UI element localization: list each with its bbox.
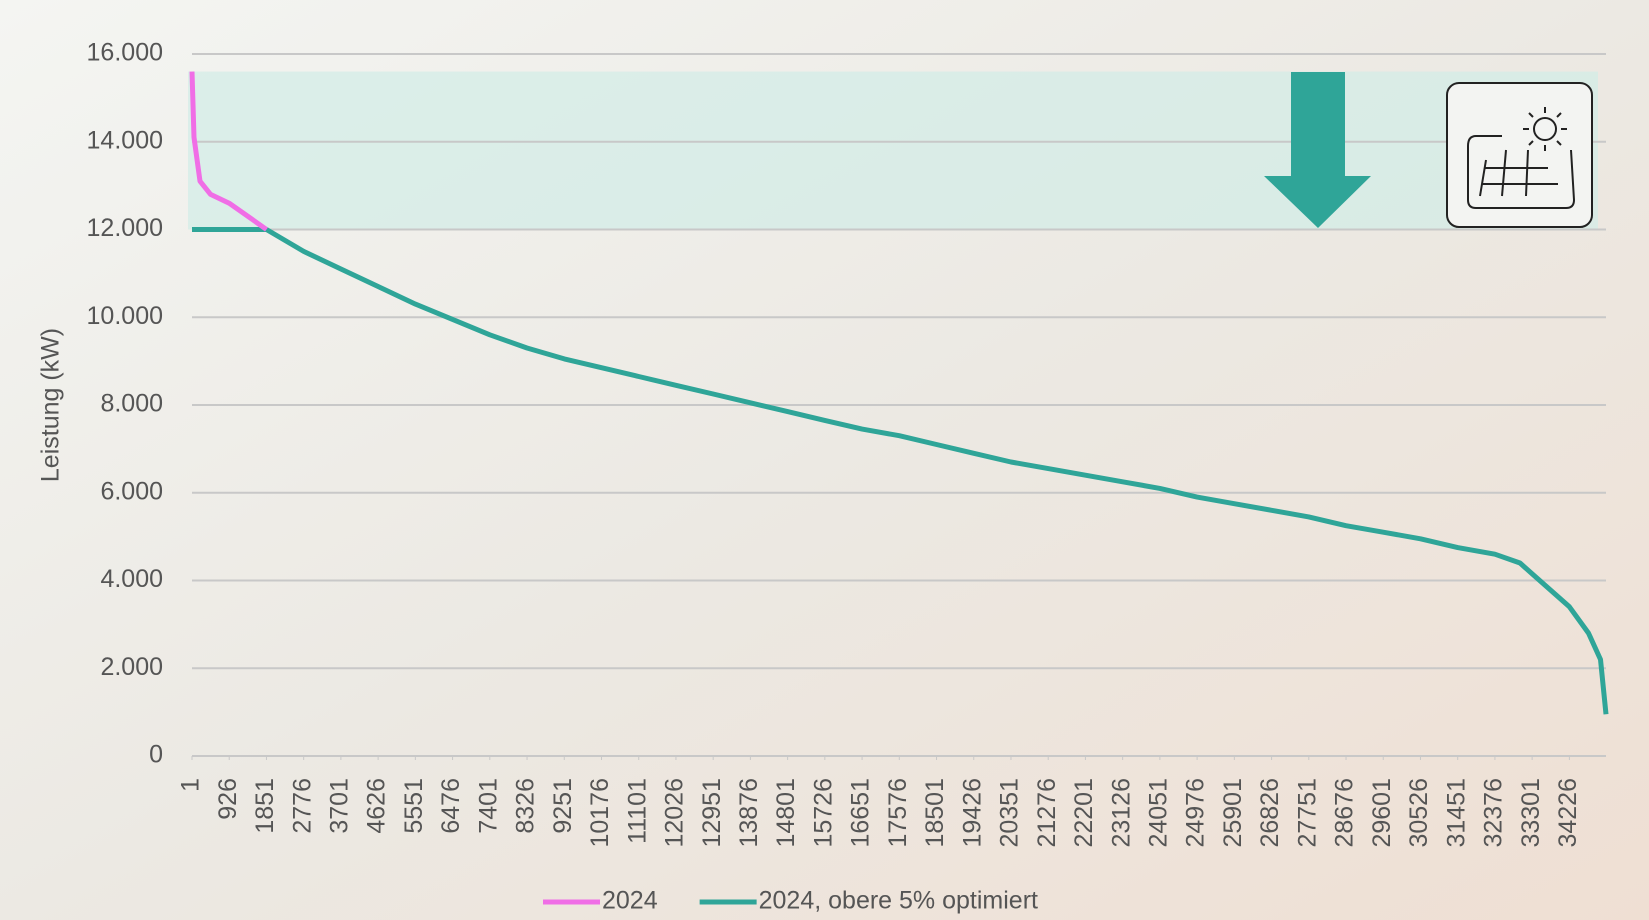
x-tick-label: 3701 xyxy=(326,778,354,834)
x-tick-label: 12026 xyxy=(661,778,689,848)
x-tick-label: 1 xyxy=(177,778,205,792)
x-tick-label: 29601 xyxy=(1368,778,1396,848)
x-tick-label: 28676 xyxy=(1331,778,1359,848)
x-tick-label: 22201 xyxy=(1070,778,1098,848)
y-tick-label: 2.000 xyxy=(100,653,163,681)
x-tick-label: 1851 xyxy=(251,778,279,834)
x-tick-label: 20351 xyxy=(996,778,1024,848)
y-tick-label: 6.000 xyxy=(100,477,163,505)
y-tick-label: 8.000 xyxy=(100,390,163,418)
x-tick-label: 27751 xyxy=(1293,778,1321,848)
x-tick-label: 14801 xyxy=(772,778,800,848)
y-axis-title: Leistung (kW) xyxy=(37,328,65,482)
x-tick-label: 8326 xyxy=(512,778,540,834)
solar-icon xyxy=(1447,83,1592,227)
legend-label: 2024 xyxy=(602,887,658,915)
x-tick-label: 6476 xyxy=(437,778,465,834)
x-tick-label: 25901 xyxy=(1219,778,1247,848)
legend-label: 2024, obere 5% optimiert xyxy=(759,887,1038,915)
x-tick-label: 13876 xyxy=(735,778,763,848)
x-tick-label: 10176 xyxy=(586,778,614,848)
x-tick-label: 15726 xyxy=(809,778,837,848)
x-tick-label: 7401 xyxy=(474,778,502,834)
x-tick-label: 21276 xyxy=(1033,778,1061,848)
x-tick-label: 23126 xyxy=(1107,778,1135,848)
x-tick-label: 32376 xyxy=(1480,778,1508,848)
x-tick-label: 9251 xyxy=(549,778,577,834)
x-tick-label: 30526 xyxy=(1405,778,1433,848)
x-tick-label: 33301 xyxy=(1517,778,1545,848)
x-tick-label: 17576 xyxy=(884,778,912,848)
x-tick-label: 18501 xyxy=(921,778,949,848)
x-tick-label: 31451 xyxy=(1442,778,1470,848)
x-tick-label: 16651 xyxy=(847,778,875,848)
highlight-band xyxy=(188,72,1598,230)
page: 0 2.000 4.000 6.000 8.000 10.000 12.000 14.000 1… xyxy=(0,0,1649,920)
x-tick-label: 2776 xyxy=(288,778,316,834)
y-tick-label: 4.000 xyxy=(100,565,163,593)
chart: 0 2.000 4.000 6.000 8.000 10.000 12.000 14.000 1… xyxy=(0,0,1649,920)
y-tick-label: 14.000 xyxy=(87,126,163,154)
x-tick-label: 12951 xyxy=(698,778,726,848)
band-layer xyxy=(188,72,1598,230)
y-tick-label: 0 xyxy=(149,741,163,769)
x-tick-label: 24051 xyxy=(1144,778,1172,848)
x-tick-label: 926 xyxy=(214,778,242,820)
y-tick-label: 10.000 xyxy=(87,302,163,330)
x-tick-label: 5551 xyxy=(400,778,428,834)
y-tick-label: 16.000 xyxy=(87,39,163,67)
x-tick-label: 26826 xyxy=(1256,778,1284,848)
x-tick-label: 24976 xyxy=(1182,778,1210,848)
x-tick-label: 4626 xyxy=(363,778,391,834)
y-tick-label: 12.000 xyxy=(87,214,163,242)
x-tick-label: 19426 xyxy=(958,778,986,848)
x-tick-label: 11101 xyxy=(623,778,651,844)
x-tick-label: 34226 xyxy=(1554,778,1582,848)
